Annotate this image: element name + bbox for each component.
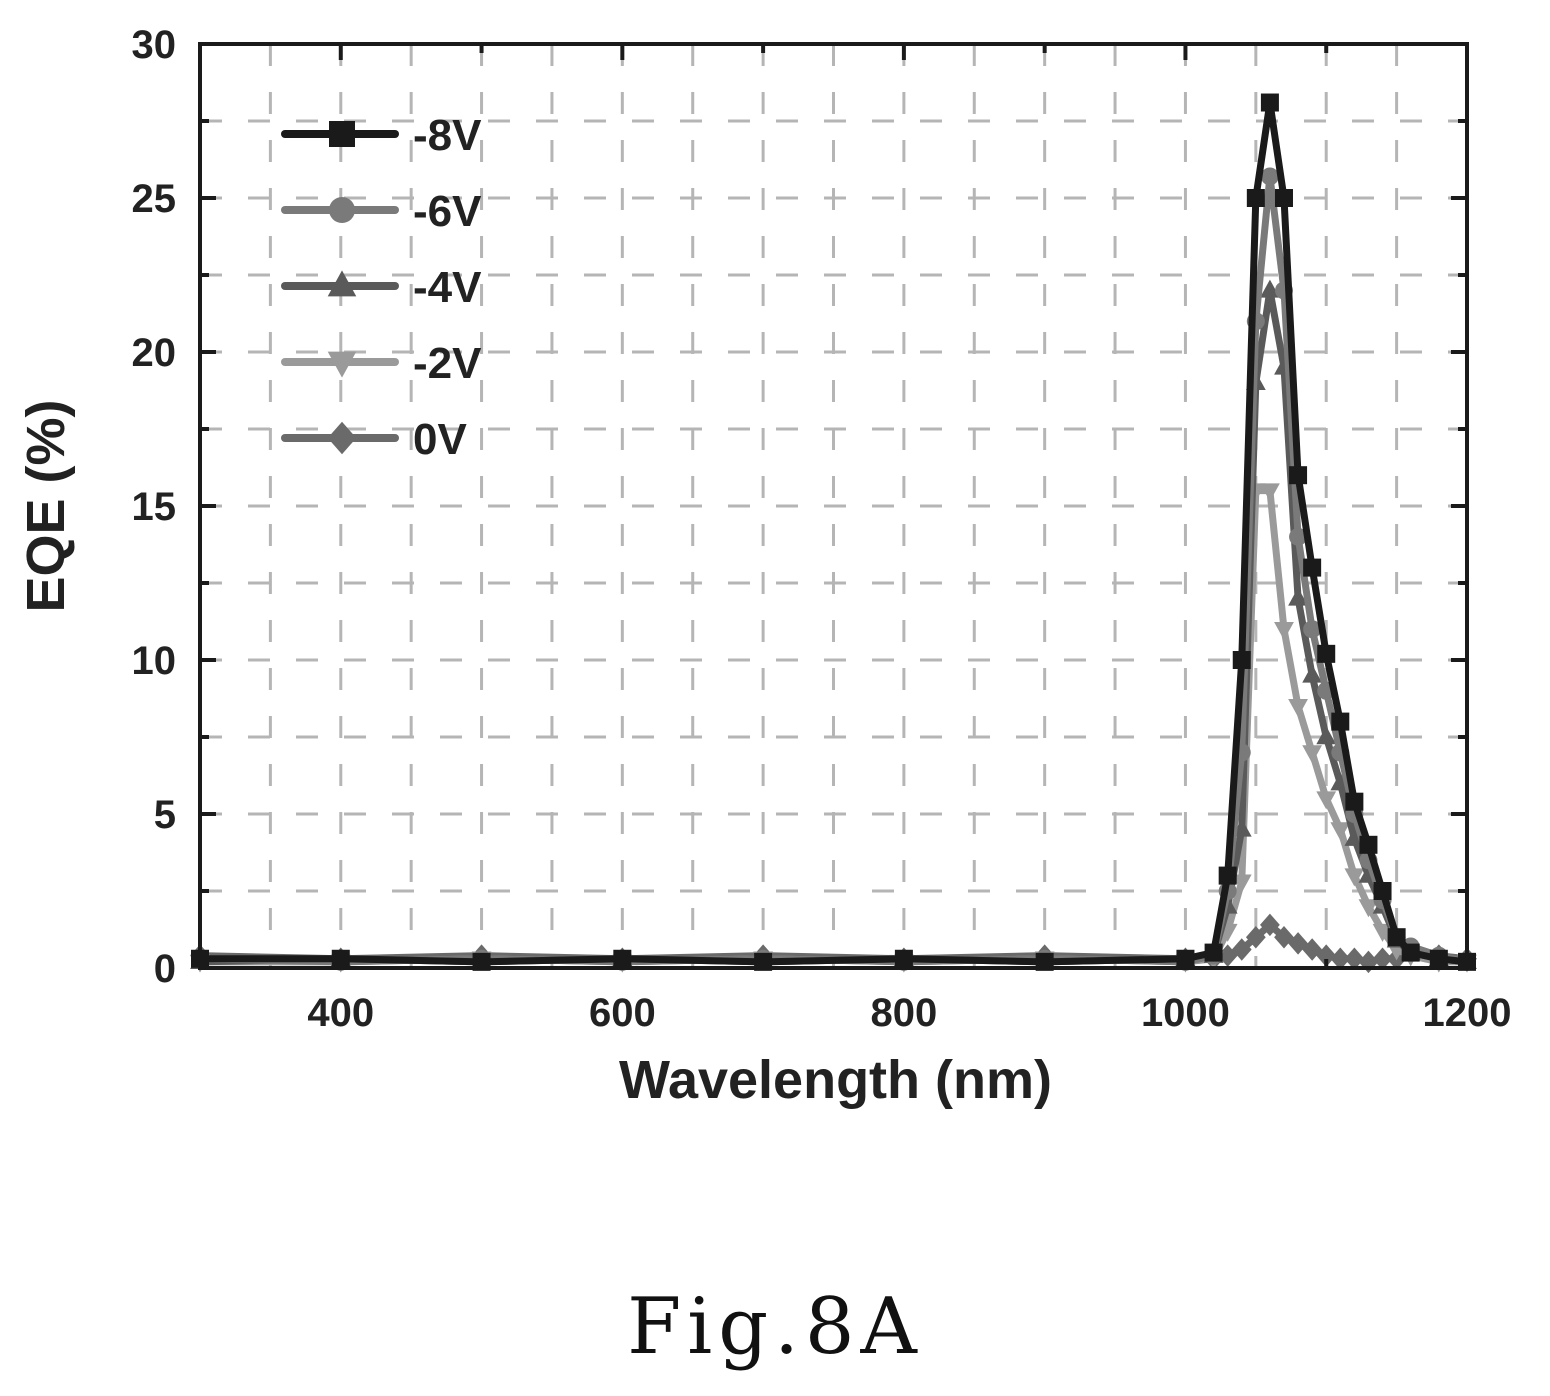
grid (200, 44, 1467, 968)
x-tick-label: 800 (871, 991, 938, 1035)
legend-label: 0V (413, 415, 467, 464)
series-2V-point (1372, 923, 1393, 942)
series-2V-point (1231, 874, 1252, 893)
series-0V-point (1217, 944, 1238, 967)
series-8V-point (1260, 93, 1279, 112)
legend-marker (327, 270, 357, 297)
y-axis-title: EQE (%) (16, 399, 76, 612)
series-8V-point (1246, 189, 1265, 207)
series-0V-point (1231, 938, 1252, 961)
series-2V-point (1344, 868, 1365, 887)
legend-entry: -2V (281, 339, 482, 388)
figure-caption: Fig.8A (627, 1282, 923, 1372)
series-8V-point (1331, 712, 1350, 731)
series-0V-point (1316, 944, 1337, 967)
x-tick-label: 600 (589, 991, 656, 1035)
series-4V-point (1288, 587, 1308, 606)
legend-entry: -6V (281, 187, 482, 236)
series-0V-point (1344, 947, 1365, 971)
legend-marker (329, 121, 355, 147)
series-2V-point (1260, 483, 1280, 502)
series-8V-point (1204, 943, 1223, 962)
series-0V-point (1260, 913, 1280, 937)
series-0V-point (1330, 947, 1351, 971)
x-tick-label: 400 (307, 991, 374, 1035)
series-8V-point (1317, 644, 1336, 663)
series-8V-point (1387, 928, 1406, 947)
legend-marker (327, 421, 357, 455)
series-2V-point (1316, 791, 1337, 810)
y-tick-label: 20 (132, 331, 177, 375)
series-2V-point (1274, 622, 1294, 640)
series-8V-point (1345, 792, 1364, 811)
series-layer (190, 93, 1477, 974)
x-tick-label: 1200 (1423, 991, 1512, 1035)
series-2V-point (1358, 899, 1379, 918)
x-axis-title: Wavelength (nm) (619, 1050, 1052, 1110)
y-tick-label: 25 (132, 177, 177, 221)
legend: -8V -6V -4V -2V 0V (281, 111, 482, 464)
series-6V-point (1289, 527, 1308, 546)
y-tick-label: 15 (132, 485, 177, 529)
series-8V-point (1274, 189, 1293, 207)
series-2V-point (1302, 745, 1323, 764)
legend-entry: 0V (281, 415, 467, 464)
tick-labels: 400 600 800 1000 1200 0 5 10 15 20 25 30 (132, 23, 1512, 1035)
series-6V-point (1303, 620, 1322, 639)
legend-label: -4V (413, 263, 482, 312)
series-8V-point (1359, 835, 1378, 854)
ticks (198, 42, 1469, 970)
legend-label: -6V (413, 187, 482, 236)
legend-entry: -8V (281, 111, 482, 160)
legend-label: -2V (413, 339, 482, 388)
y-tick-label: 5 (154, 793, 176, 837)
series-8V-point (1429, 949, 1448, 968)
x-tick-label: 1000 (1141, 991, 1230, 1035)
series-8V-point (1218, 866, 1237, 885)
legend-marker (329, 197, 355, 223)
series-8V-point (1232, 651, 1251, 669)
y-tick-label: 0 (154, 947, 176, 991)
legend-entry: -4V (281, 263, 482, 312)
series-0V-line (196, 921, 1471, 966)
series-8V-point (1373, 882, 1392, 900)
y-tick-label: 30 (132, 23, 177, 67)
series-4V-point (1260, 279, 1280, 298)
series-2V-point (1288, 699, 1308, 717)
series-0V-point (1245, 925, 1266, 949)
series-8V-point (1303, 558, 1322, 577)
legend-marker (327, 351, 357, 378)
y-tick-label: 10 (132, 639, 177, 683)
series-8V-point (1289, 466, 1308, 485)
series-2V-point (1330, 822, 1351, 841)
series-4V-point (1316, 726, 1337, 745)
series-0V-point (1372, 947, 1393, 971)
series-6V-point (1260, 167, 1279, 186)
series-4V-point (1302, 664, 1323, 683)
series-0V-point (1274, 925, 1294, 949)
legend-label: -8V (413, 111, 482, 160)
series-0V-point (1302, 938, 1323, 961)
series-8V-point (1401, 943, 1420, 962)
